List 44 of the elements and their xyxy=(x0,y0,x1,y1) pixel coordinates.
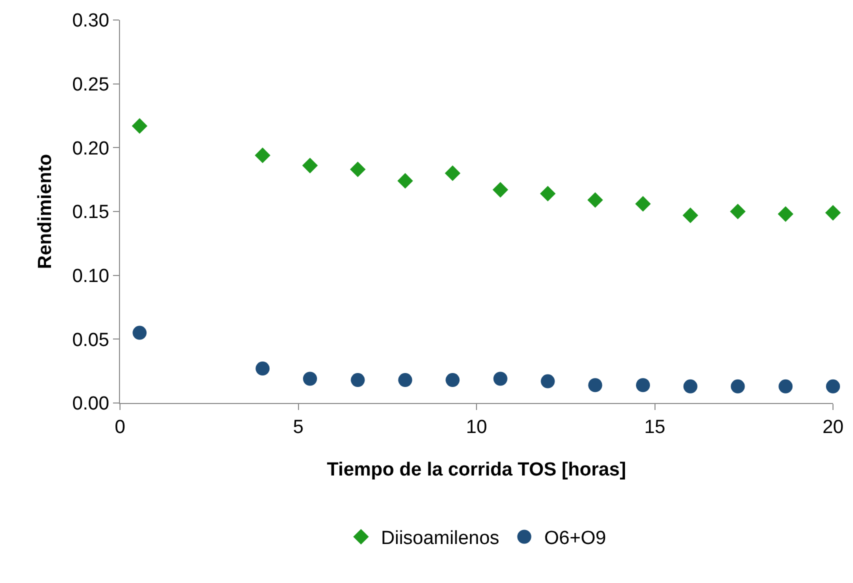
y-tick-label: 0.05 xyxy=(72,330,110,351)
point xyxy=(397,173,413,189)
point xyxy=(132,118,148,134)
point xyxy=(132,326,147,340)
point xyxy=(398,373,412,388)
point xyxy=(256,362,270,376)
y-tick-label: 0.20 xyxy=(72,138,110,160)
x-tick-label: 15 xyxy=(644,416,666,438)
legend-label: Diisoamilenos xyxy=(381,528,500,550)
point xyxy=(254,148,270,164)
x-tick-label: 0 xyxy=(114,416,126,438)
y-axis-title: Rendimiento xyxy=(35,154,56,270)
point xyxy=(682,208,698,224)
point xyxy=(444,165,460,181)
point xyxy=(350,373,365,388)
point xyxy=(350,162,366,178)
point xyxy=(683,379,698,394)
point xyxy=(302,158,318,174)
y-tick-label: 0.10 xyxy=(72,266,110,287)
point xyxy=(778,379,793,394)
point xyxy=(588,378,602,392)
x-axis-title: Tiempo de la corrida TOS [horas] xyxy=(326,460,626,481)
y-tick-label: 0.00 xyxy=(72,394,110,415)
y-tick-label: 0.25 xyxy=(72,74,110,96)
point xyxy=(825,204,841,221)
point xyxy=(826,379,840,394)
point xyxy=(303,372,318,386)
point xyxy=(635,196,651,212)
point xyxy=(446,373,460,388)
point xyxy=(730,204,746,220)
point xyxy=(636,378,650,392)
x-tick-label: 10 xyxy=(466,416,488,438)
x-tick-label: 5 xyxy=(292,416,304,438)
point xyxy=(730,379,745,394)
point xyxy=(492,182,508,198)
point xyxy=(540,374,555,388)
y-tick-label: 0.30 xyxy=(72,10,110,32)
legend-label: O6+O9 xyxy=(544,528,606,550)
point xyxy=(778,206,794,222)
point xyxy=(493,372,508,386)
y-tick-label: 0.15 xyxy=(72,202,110,224)
point xyxy=(540,186,556,202)
x-tick-label: 20 xyxy=(822,416,844,438)
point xyxy=(587,192,604,208)
